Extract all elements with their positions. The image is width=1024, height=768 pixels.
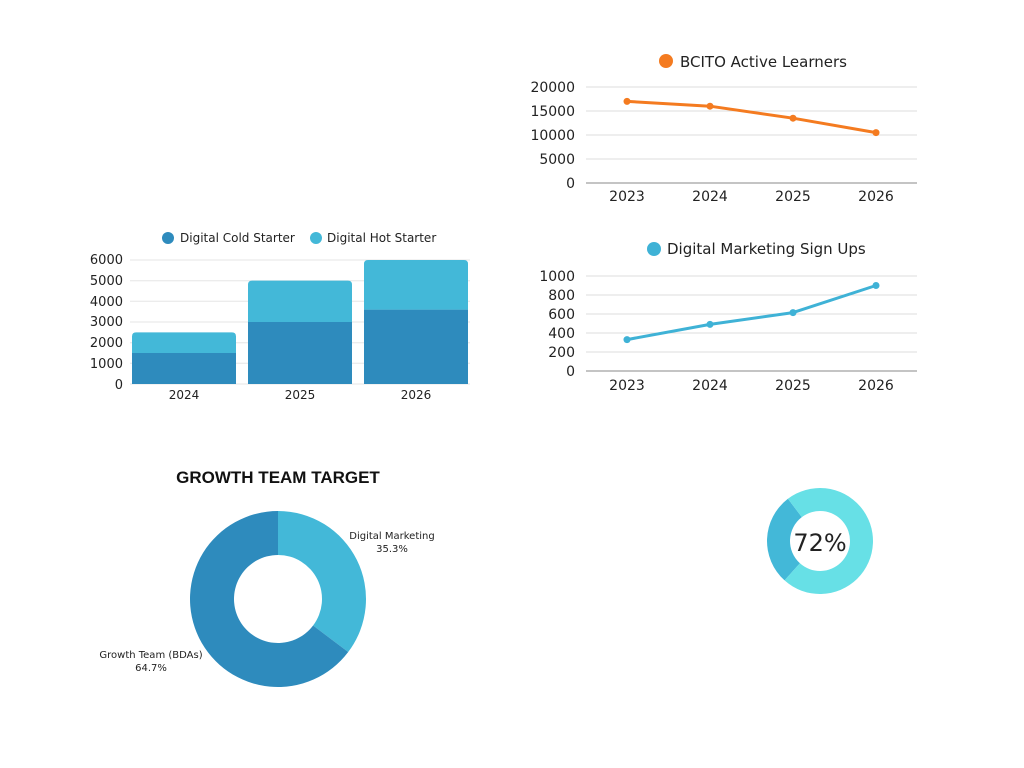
bcito-gridlines	[586, 86, 917, 184]
bcito-x-tick: 2023	[609, 189, 645, 205]
growth-team-slice-label: Growth Team (BDAs)	[99, 650, 202, 661]
dmsu-data-point	[706, 320, 714, 328]
dmsu-y-tick: 800	[548, 288, 575, 304]
growth-team-slice-pct: 64.7%	[135, 663, 167, 674]
bcito-x-tick: 2024	[692, 189, 728, 205]
starter-x-tick: 2026	[401, 388, 432, 402]
growth-team-slice	[190, 511, 349, 687]
bcito-chart-title: BCITO Active Learners	[680, 53, 847, 71]
dmsu-gridlines	[586, 275, 917, 372]
bar-segment-hot-2025	[248, 280, 352, 322]
growth-donut-chart: GROWTH TEAM TARGET Digital Marketing 35.…	[99, 468, 435, 687]
dmsu-x-tick: 2023	[609, 378, 645, 394]
bcito-line-chart: BCITO Active Learners 20000 15000 10000 …	[530, 53, 917, 205]
starter-y-tick: 0	[115, 378, 123, 393]
bcito-y-tick: 10000	[530, 128, 575, 144]
dmsu-legend-marker	[647, 242, 661, 256]
bcito-y-tick: 0	[566, 176, 575, 192]
bcito-data-point	[706, 102, 714, 110]
starter-x-tick: 2025	[285, 388, 316, 402]
dmsu-y-tick: 0	[566, 364, 575, 380]
starter-y-tick: 1000	[90, 357, 123, 372]
hot-starter-legend-label: Digital Hot Starter	[327, 231, 436, 245]
bcito-data-point	[789, 114, 797, 122]
dmsu-data-point	[789, 309, 797, 317]
cold-starter-legend-marker	[162, 232, 174, 244]
progress-remaining-arc	[767, 498, 802, 581]
bar-segment-hot-2026	[364, 260, 468, 310]
starter-y-tick: 6000	[90, 253, 123, 268]
digital-marketing-slice-pct: 35.3%	[376, 544, 408, 555]
bar-segment-cold-2026	[364, 309, 468, 384]
starter-x-tick: 2024	[169, 388, 200, 402]
bar-segment-cold-2024	[132, 353, 236, 384]
bcito-y-tick: 15000	[530, 104, 575, 120]
hot-starter-legend-marker	[310, 232, 322, 244]
bcito-y-tick: 20000	[530, 80, 575, 96]
dmsu-x-tick: 2025	[775, 378, 811, 394]
progress-donut: 72%	[767, 487, 873, 595]
progress-filled-arc	[784, 487, 873, 595]
dmsu-data-point	[872, 282, 880, 289]
digital-marketing-slice-label: Digital Marketing	[349, 531, 434, 542]
growth-chart-title: GROWTH TEAM TARGET	[176, 468, 380, 487]
bcito-x-tick: 2026	[858, 189, 894, 205]
dmsu-y-tick: 1000	[539, 269, 575, 285]
dmsu-y-tick: 600	[548, 307, 575, 323]
dmsu-x-tick: 2024	[692, 378, 728, 394]
cold-starter-legend-label: Digital Cold Starter	[180, 231, 295, 245]
dmsu-series-line	[626, 284, 877, 342]
bcito-series-line	[626, 99, 877, 135]
starter-bar-chart: Digital Cold Starter Digital Hot Starter…	[90, 231, 470, 402]
dmsu-data-point	[623, 336, 631, 344]
dmsu-y-tick: 200	[548, 345, 575, 361]
dmsu-y-tick: 400	[548, 326, 575, 342]
bcito-data-point	[623, 97, 631, 105]
bar-segment-cold-2025	[248, 322, 352, 384]
progress-center-label: 72%	[793, 529, 846, 557]
bar-segment-hot-2024	[132, 332, 236, 353]
dmsu-chart-title: Digital Marketing Sign Ups	[667, 240, 866, 258]
starter-y-tick: 2000	[90, 336, 123, 351]
bcito-legend-marker	[659, 54, 673, 68]
bcito-x-tick: 2025	[775, 189, 811, 205]
bcito-y-tick: 5000	[539, 152, 575, 168]
digital-marketing-slice	[278, 511, 366, 653]
starter-y-tick: 5000	[90, 274, 123, 289]
starter-y-tick: 3000	[90, 315, 123, 330]
starter-y-tick: 4000	[90, 295, 123, 310]
dmsu-x-tick: 2026	[858, 378, 894, 394]
dmsu-line-chart: Digital Marketing Sign Ups 1000 800 600 …	[539, 240, 917, 394]
bcito-data-point	[872, 129, 880, 137]
